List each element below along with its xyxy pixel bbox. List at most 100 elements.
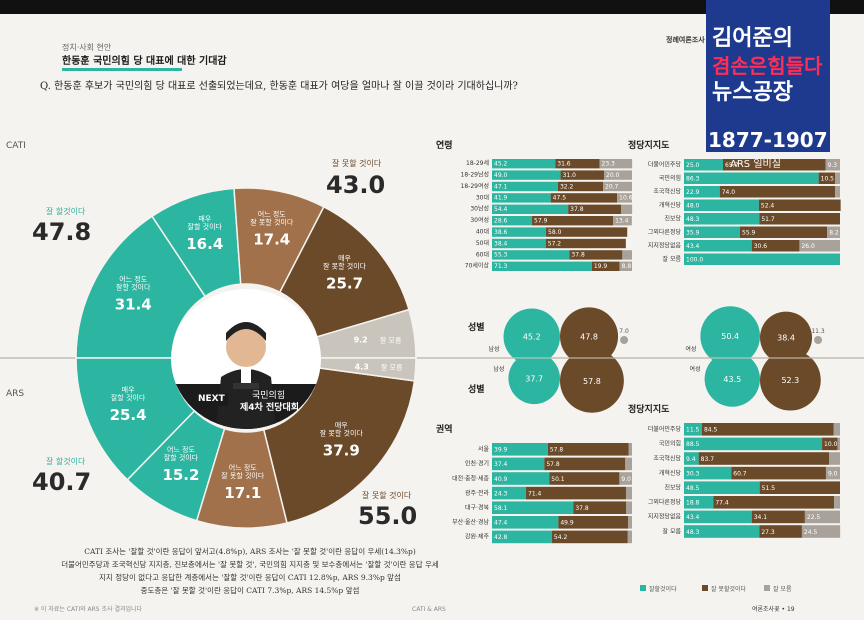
- cati-segment-1-label: 매우: [198, 215, 211, 223]
- center-line1: 국민의힘: [252, 391, 286, 401]
- chart-4-bar-label-6-0: 43.4: [686, 514, 700, 521]
- chart-4-bar-label-4-1: 51.5: [762, 485, 776, 492]
- chart-0-bar-3-1: [550, 193, 618, 203]
- chart-1-bar-label-5-0: 35.9: [686, 229, 700, 236]
- chart-2-dk-1: [814, 336, 823, 344]
- chart-3-category-3: 광주·전라: [465, 489, 489, 497]
- cati-segment-4-value: 9.2: [354, 336, 368, 345]
- chart-1-category-6: 지지정당없음: [648, 241, 682, 249]
- chart-2-good-0: [503, 308, 560, 365]
- chart-0-bar-0-0: [492, 159, 556, 169]
- chart-3-bar-5-2: [628, 516, 632, 529]
- chart-3-bar-4-1: [573, 501, 627, 514]
- chart-0-bar-2-2: [603, 181, 632, 192]
- chart-3-bar-1-0: [492, 457, 545, 471]
- chart-4-category-3: 개혁신당: [659, 469, 682, 477]
- chart-3-bar-1-1: [544, 457, 626, 471]
- chart-0-bar-3-2: [617, 193, 632, 203]
- chart-3-bar-label-5-0: 47.4: [494, 520, 508, 527]
- chart-0-bar-4-1: [568, 204, 622, 214]
- chart-3-category-2: 대전·충청·세종: [452, 474, 489, 482]
- cati-side-label: CATI: [6, 141, 26, 151]
- footer-right: 여론조사꽃 • 19: [752, 606, 795, 613]
- chart-4-bar-6-2: [804, 510, 840, 524]
- chart-1-bar-4-0: [684, 213, 760, 225]
- chart-4-bar-2-0: [684, 452, 699, 465]
- chart-2-category-0: 남성: [488, 345, 499, 353]
- overlay-logo-box: [706, 0, 830, 152]
- chart-2-bad-0: [560, 307, 619, 366]
- cati-segment-2-value: 17.4: [253, 231, 290, 249]
- legend-swatch-1: [702, 585, 708, 591]
- ars-segment-2-label: 잘 못할 것이다: [221, 471, 265, 480]
- cati-segment-2-label: 어느 정도: [258, 210, 287, 219]
- ars-segment-3-label: 매우: [335, 421, 348, 429]
- chart-4-bar-1-0: [684, 437, 823, 451]
- chart-3-bar-5-1: [558, 516, 629, 529]
- chart-2-good-1: [700, 306, 761, 366]
- chart-3-bar-3-2: [625, 486, 632, 500]
- chart-0-bar-8-1: [569, 250, 623, 260]
- chart-4-bar-4-1: [759, 481, 840, 494]
- chart-0-bar-1-0: [492, 170, 561, 180]
- ars-segment-0-label: 매우: [122, 386, 135, 394]
- chart-1-bar-3-0: [684, 199, 759, 211]
- chart-2-category-1: 여성: [685, 345, 696, 353]
- chart-4-bar-label-6-1: 34.1: [754, 514, 768, 521]
- chart-1-bar-6-0: [684, 240, 752, 252]
- ars-segment-1-label: 잘할 것이다: [164, 453, 199, 462]
- chart-0-bar-label-8-1: 37.8: [571, 252, 585, 259]
- chart-0-bar-6-0: [492, 227, 547, 237]
- chart-4-category-5: 그외다른정당: [648, 498, 682, 506]
- cati-segment-4-label: 잘 모름: [380, 337, 402, 345]
- chart-0-bar-label-9-1: 19.9: [594, 263, 608, 270]
- chart-0-bar-4-0: [492, 204, 569, 214]
- chart-2-bad-label-1: 38.4: [777, 334, 795, 343]
- chart-1-bar-4-1: [759, 213, 840, 225]
- chart-2-bad-1: [760, 311, 813, 364]
- chart-0-bar-0-1: [555, 159, 600, 169]
- chart-0-bar-label-1-0: 49.0: [494, 172, 508, 179]
- chart-0-bar-label-3-0: 41.9: [494, 195, 508, 202]
- chart-1-bar-0-2: [825, 159, 840, 171]
- chart-3-category-5: 부산·울산·경남: [452, 518, 489, 526]
- ars-segment-2-label: 어느 정도: [229, 463, 258, 472]
- chart-0-bar-label-7-0: 38.4: [494, 240, 508, 247]
- chart-1-bar-label-7-0: 100.0: [686, 256, 703, 263]
- chart-3-bar-label-4-1: 37.8: [575, 505, 589, 512]
- chart-4-bar-label-3-0: 30.3: [686, 470, 700, 477]
- chart-0-bar-1-1: [560, 170, 604, 180]
- ars-segment-2-value: 17.1: [224, 484, 261, 502]
- cati-segment-0-label: 어느 정도: [119, 274, 148, 283]
- chart-1-bar-3-1: [758, 199, 841, 211]
- chart-1-bar-label-4-1: 51.7: [761, 216, 775, 223]
- chart-0-bar-label-2-0: 47.1: [494, 183, 508, 190]
- chart-3-bar-3-1: [526, 486, 626, 500]
- chart-2-title-ars: 성별: [468, 383, 485, 395]
- chart-0-category-0: 18-29세: [466, 159, 489, 167]
- chart-1-bar-5-0: [684, 226, 741, 238]
- chart-0-category-5: 30여성: [470, 216, 489, 224]
- chart-2-good-2: [508, 352, 560, 405]
- legend-swatch-0: [640, 585, 646, 591]
- chart-3-bar-label-6-1: 54.2: [554, 534, 568, 541]
- cati-segment-3-label: 잘 못할 것이다: [323, 261, 367, 270]
- cati-segment-0-value: 31.4: [115, 295, 152, 313]
- chart-0-bar-label-3-1: 47.5: [553, 195, 567, 202]
- cati-bad-total-label: 잘 못할 것이다: [332, 159, 382, 168]
- chart-3-bar-2-2: [619, 472, 632, 485]
- ars-segment-1: [126, 409, 226, 522]
- chart-4-bar-0-2: [833, 423, 840, 436]
- ars-segment-1-value: 15.2: [162, 466, 199, 484]
- chart-1-bar-label-5-1: 55.9: [742, 229, 756, 236]
- chart-0-bar-1-2: [604, 170, 632, 180]
- legend-label-2: 잘 모름: [773, 585, 792, 593]
- chart-4-bar-2-1: [698, 452, 830, 465]
- chart-3-bar-label-0-1: 57.8: [550, 447, 564, 454]
- chart-4-bar-0-1: [701, 423, 834, 436]
- chart-3-title: 권역: [436, 423, 453, 435]
- chart-1-category-5: 그외다른정당: [648, 228, 682, 236]
- chart-2-bad-label-3: 52.3: [781, 376, 799, 385]
- chart-0-bar-7-1: [545, 238, 626, 249]
